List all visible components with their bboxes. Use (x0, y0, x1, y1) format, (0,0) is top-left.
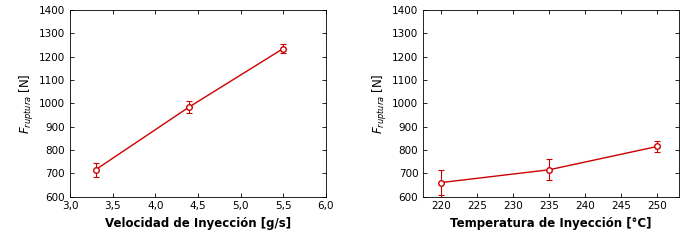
Y-axis label: $F_{ruptura}$ [N]: $F_{ruptura}$ [N] (371, 73, 389, 134)
X-axis label: Temperatura de Inyección [°C]: Temperatura de Inyección [°C] (450, 217, 652, 230)
Y-axis label: $F_{ruptura}$ [N]: $F_{ruptura}$ [N] (18, 73, 36, 134)
X-axis label: Velocidad de Inyección [g/s]: Velocidad de Inyección [g/s] (105, 217, 291, 230)
